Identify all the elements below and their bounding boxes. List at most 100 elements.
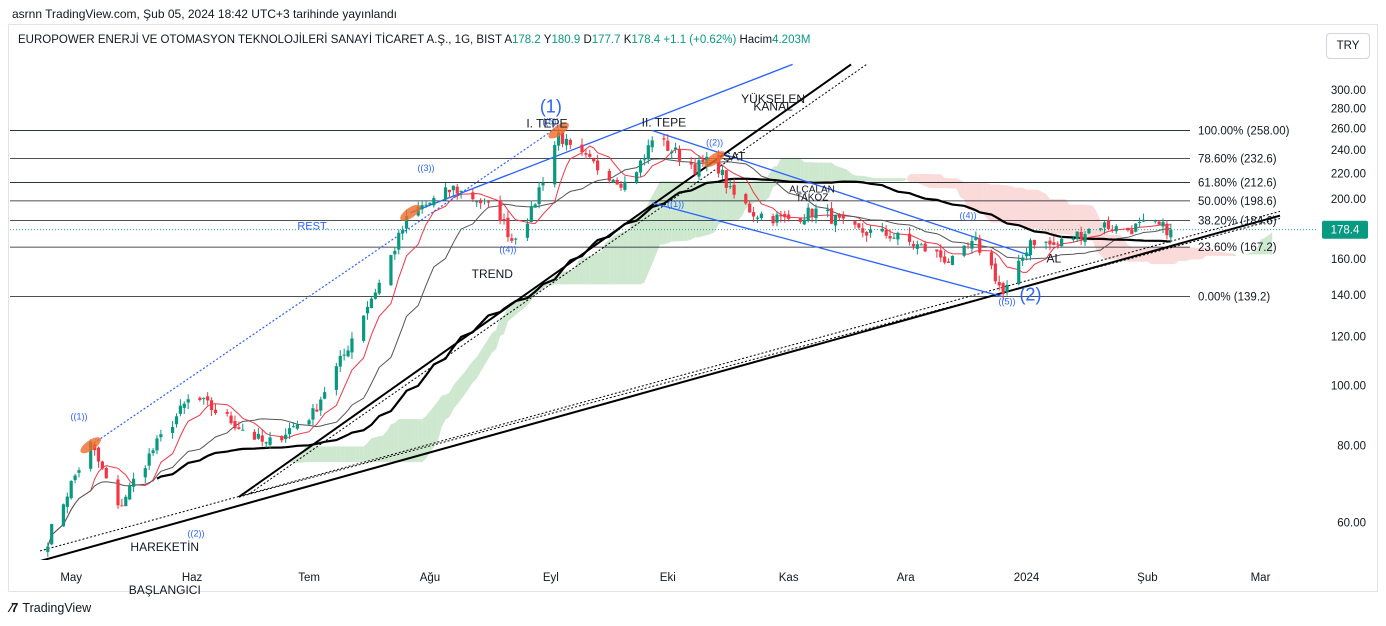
y-tick-label: 260.00 <box>1331 123 1366 135</box>
candle-body <box>841 215 845 219</box>
candle-body <box>1017 260 1021 285</box>
candle-body <box>993 263 997 282</box>
candle-body <box>506 217 510 238</box>
cloud-segment <box>582 257 586 285</box>
chart-annotation: AL <box>1046 251 1061 265</box>
cloud-segment <box>589 251 602 285</box>
candle-body <box>46 546 50 552</box>
candle-body <box>424 204 428 206</box>
cloud-segment <box>574 261 579 285</box>
chart-frame <box>8 24 1378 592</box>
cloud-segment <box>1217 251 1230 256</box>
cloud-segment <box>437 395 442 442</box>
candle-body <box>950 255 955 265</box>
candle-body <box>1130 229 1134 235</box>
cloud-segment <box>698 181 711 238</box>
candle-body <box>428 202 432 205</box>
cloud-segment <box>1202 247 1206 260</box>
cloud-segment <box>1038 189 1043 232</box>
candle-body <box>447 189 452 193</box>
cloud-segment <box>1163 247 1175 265</box>
candle-body <box>96 447 101 462</box>
cloud-segment <box>851 173 855 182</box>
candle-body <box>806 207 810 222</box>
candle-body <box>50 523 54 545</box>
candle-body <box>868 229 873 233</box>
candle-body <box>377 282 381 294</box>
candle-body <box>89 441 93 469</box>
candle-body <box>225 412 229 414</box>
candle-body <box>404 216 409 229</box>
cloud-segment <box>886 178 891 182</box>
cloud-segment <box>847 169 852 182</box>
candle-body <box>1024 252 1029 257</box>
cloud-segment <box>940 174 945 189</box>
cloud-segment <box>710 181 715 235</box>
cloud-segment <box>1096 211 1101 256</box>
candle-body <box>1021 257 1025 261</box>
candle-body <box>131 478 136 487</box>
chart-annotation: TAKOZ <box>796 192 829 203</box>
cloud-segment <box>663 181 668 245</box>
candle-body <box>720 169 724 176</box>
cloud-segment <box>827 162 832 182</box>
candle-body <box>451 185 455 191</box>
cloud-segment <box>960 180 965 200</box>
x-tick-label: Eyl <box>543 572 559 584</box>
y-tick-label: 100.00 <box>1331 380 1366 392</box>
cloud-segment <box>1264 235 1269 255</box>
x-tick-label: Ara <box>897 572 916 584</box>
candle-body <box>116 479 120 506</box>
cloud-segment <box>1053 199 1066 235</box>
high-label: Y <box>543 34 552 46</box>
low-label: D <box>583 34 592 46</box>
chart-annotation: YÜKSELEN <box>741 92 805 106</box>
cloud-segment <box>312 446 317 463</box>
chart-annotation: ((4)) <box>960 210 977 220</box>
candle-body <box>1157 221 1161 225</box>
candle-body <box>1106 220 1111 230</box>
candle-body <box>401 230 405 234</box>
x-tick-label: Şub <box>1137 572 1157 584</box>
cloud-segment <box>995 184 1000 223</box>
candle-body <box>1079 231 1083 240</box>
cloud-segment <box>780 158 793 182</box>
candle-body <box>229 415 233 424</box>
candle-body <box>502 218 506 220</box>
cloud-segment <box>905 174 910 183</box>
candle-body <box>677 148 682 161</box>
cloud-segment <box>769 166 774 198</box>
candle-body <box>584 153 588 155</box>
candle-body <box>443 187 448 200</box>
cloud-segment <box>1092 205 1097 252</box>
cloud-segment <box>773 166 777 187</box>
y-tick-label: 140.00 <box>1331 290 1366 302</box>
cloud-segment <box>1049 199 1054 235</box>
fib-label: 0.00% (139.2) <box>1198 291 1270 303</box>
chart-annotation: KANAL <box>753 99 793 113</box>
fib-label: 100.00% (258.00) <box>1198 126 1290 138</box>
cloud-segment <box>309 446 313 463</box>
candle-body <box>264 442 268 444</box>
cloud-segment <box>691 181 696 240</box>
cloud-segment <box>613 233 618 285</box>
candle-body <box>178 405 182 414</box>
candle-body <box>759 213 763 219</box>
cloud-segment <box>562 269 575 285</box>
candle-body <box>393 250 397 255</box>
candle-body <box>124 496 128 507</box>
footer-brand: TradingView <box>22 600 92 615</box>
candle-body <box>319 399 323 411</box>
candle-body <box>943 256 947 263</box>
candle-body <box>510 238 514 241</box>
fib-label: 78.60% (232.6) <box>1198 153 1277 165</box>
currency-button[interactable]: TRY <box>1326 33 1370 59</box>
candle-body <box>619 183 623 188</box>
change-value: +1.1 (+0.62%) <box>663 34 737 46</box>
cloud-segment <box>971 183 984 215</box>
cloud-segment <box>387 424 391 463</box>
cloud-segment <box>854 175 859 182</box>
candle-body <box>997 282 1001 286</box>
candle-body <box>1001 283 1005 295</box>
